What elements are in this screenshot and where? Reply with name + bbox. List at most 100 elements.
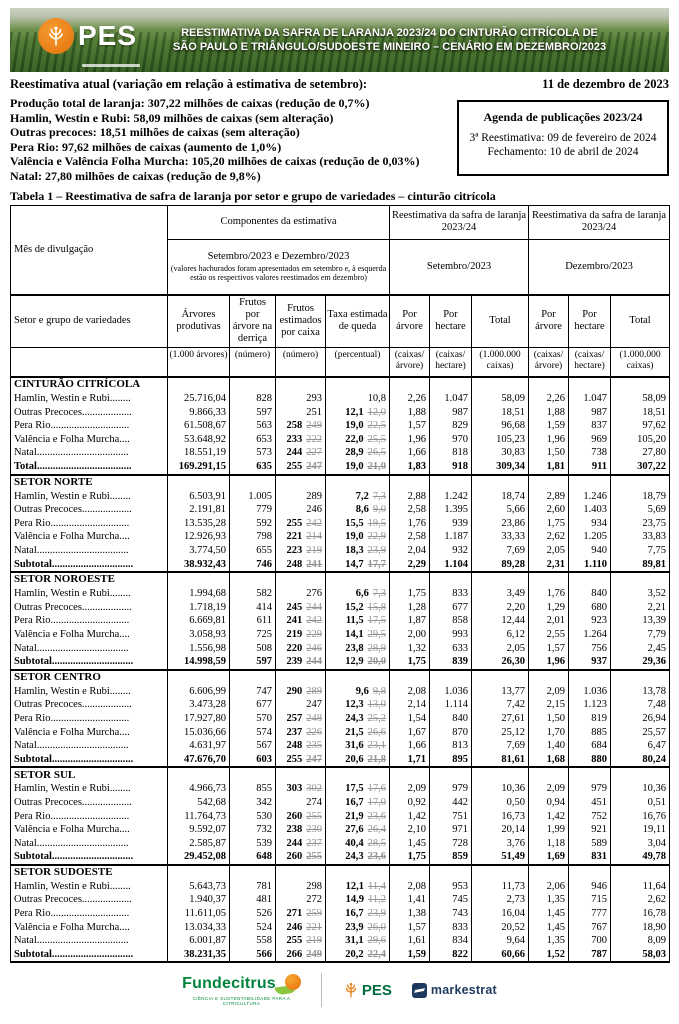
table-row: Valência e Folha Murcha.... 15.036,66 574 2… (10, 725, 671, 740)
table-row: Pera Rio.............................. 6.… (10, 614, 671, 628)
value-cell: 2,01 (528, 614, 570, 628)
section-header-row: SETOR SUL (10, 767, 671, 783)
value-cell: 2,29 (389, 557, 430, 574)
value-cell: 567 (229, 739, 276, 753)
current-value: 6,6 (355, 588, 369, 600)
value-cell: 16,04 (470, 907, 530, 921)
value-cell: 779 (229, 503, 276, 517)
value-cell: 25,12 (470, 725, 530, 740)
empty-cell (325, 767, 390, 783)
current-value: 20,2 (345, 948, 364, 960)
value-cell: 828 (229, 392, 276, 406)
previous-value: 302 (306, 783, 322, 795)
row-label: Pera Rio.............................. (10, 419, 168, 433)
value-cell: 26,30 (470, 655, 530, 671)
value-cell: 3,76 (470, 836, 530, 851)
header-reestimativa-dezembro: Reestimativa da safra de laranja 2023/24 (528, 205, 671, 240)
summary-line: Valência e Valência Folha Murcha: 105,20… (10, 154, 420, 169)
current-value: 239 (286, 656, 303, 668)
row-label: Hamlin, Westin e Rubi........ (10, 587, 168, 601)
empty-cell (528, 572, 570, 588)
empty-cell (389, 864, 430, 880)
previous-value: 26,5 (367, 447, 386, 459)
current-value: 238 (286, 824, 303, 836)
value-cell: 7,79 (610, 627, 671, 642)
value-cell: 451 (568, 795, 612, 810)
value-cell: 2,73 (470, 893, 530, 908)
table-row: Outras Precoces................... 542,68… (10, 795, 671, 810)
unit-caixas-arvore-set: (caixas/ árvore) (389, 347, 430, 379)
orange-leaf-icon (274, 973, 301, 996)
value-cell: 2,89 (528, 489, 570, 504)
value-cell: 946 (568, 879, 612, 894)
row-label: Pera Rio.............................. (10, 614, 168, 628)
summary-block: Produção total de laranja: 307,22 milhõe… (10, 96, 449, 184)
value-cell: 58,09 (610, 392, 671, 406)
value-cell: 2,09 (389, 782, 430, 796)
table-row: Pera Rio.............................. 13… (10, 516, 671, 531)
table-row: Outras Precoces................... 3.473,… (10, 698, 671, 712)
previous-value: 244 (306, 601, 322, 613)
value-cell: 60,66 (470, 947, 530, 964)
empty-cell (389, 572, 430, 588)
current-value: 31,1 (345, 935, 364, 947)
value-cell: 2,08 (389, 684, 430, 699)
row-label: Outras Precoces................... (10, 405, 168, 420)
current-value: 246 (286, 921, 303, 933)
value-cell: 1,66 (389, 446, 430, 461)
empty-cell (610, 767, 671, 783)
empty-cell (568, 669, 612, 685)
value-cell: 725 (229, 627, 276, 642)
current-value: 15,2 (345, 601, 364, 613)
summary-line: Produção total de laranja: 307,22 milhõe… (10, 96, 370, 110)
value-cell: 21,5 26,6 (325, 725, 390, 740)
orange-icon (284, 973, 301, 990)
value-cell: 834 (429, 934, 472, 948)
value-cell: 570 (229, 711, 276, 726)
previous-value: 226 (306, 726, 322, 738)
previous-value: 23,1 (367, 740, 386, 752)
value-cell: 12.926,93 (167, 530, 230, 544)
previous-value: 235 (306, 740, 322, 752)
value-cell: 221 214 (275, 530, 326, 544)
value-cell: 818 (429, 446, 472, 461)
row-label: Subtotal............................... (10, 655, 168, 671)
value-cell: 9,64 (470, 934, 530, 948)
current-value: 255 (286, 461, 303, 473)
value-cell: 20,2 22,4 (325, 947, 390, 964)
value-cell: 7,69 (470, 739, 530, 753)
value-cell: 18,90 (610, 920, 671, 935)
value-cell: 257 248 (275, 711, 326, 726)
section-name: SETOR NOROESTE (10, 572, 168, 588)
pes-wordmark: PES (78, 20, 138, 51)
value-cell: 1,87 (389, 614, 430, 628)
table-row: Valência e Folha Murcha.... 12.926,93 798 2… (10, 530, 671, 544)
current-value: 241 (286, 615, 303, 627)
value-cell: 20,6 21,8 (325, 752, 390, 769)
table-row: Natal...................................… (10, 934, 671, 948)
value-cell: 2,60 (528, 503, 570, 517)
value-cell: 81,61 (470, 752, 530, 769)
value-cell: 833 (429, 920, 472, 935)
value-cell: 840 (568, 587, 612, 601)
value-cell: 1,45 (528, 920, 570, 935)
value-cell: 6.001,87 (167, 934, 230, 948)
value-cell: 11.764,73 (167, 809, 230, 824)
empty-cell (275, 864, 326, 880)
value-cell: 15.036,66 (167, 725, 230, 740)
previous-value: 227 (306, 447, 322, 459)
current-value: 298 (306, 880, 322, 892)
value-cell: 13.034,33 (167, 920, 230, 935)
current-value: 223 (286, 545, 303, 556)
value-cell: 3,04 (610, 836, 671, 851)
value-cell: 442 (429, 795, 472, 810)
value-cell: 17,5 17,6 (325, 782, 390, 796)
table-row: Subtotal............................... 1… (10, 655, 671, 671)
value-cell: 4.631,97 (167, 739, 230, 753)
value-cell: 58,09 (470, 392, 530, 406)
value-cell: 274 (275, 795, 326, 810)
pes-logo: PES (38, 18, 140, 67)
value-cell: 10,36 (470, 782, 530, 796)
value-cell: 290 289 (275, 684, 326, 699)
markestrat-wordmark: markestrat (430, 983, 497, 998)
